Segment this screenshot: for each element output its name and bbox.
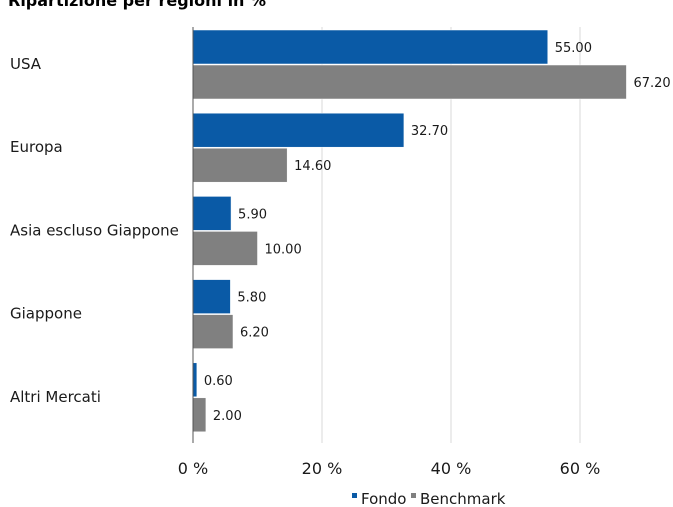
data-label: 55.00 — [555, 41, 592, 56]
bar-fondo — [192, 279, 231, 314]
bar-benchmark — [192, 64, 627, 100]
chart-title: Ripartizione per regioni in % — [8, 0, 267, 10]
data-label: 5.90 — [238, 207, 267, 222]
bar-fondo — [192, 29, 548, 65]
category-label: Altri Mercati — [10, 388, 101, 406]
data-label: 14.60 — [294, 159, 331, 174]
category-labels: USA Europa Asia escluso Giappone Giappone Al… — [10, 55, 179, 406]
x-tick-labels: 0 % 20 % 40 % 60 % — [178, 459, 601, 478]
x-tick-label: 40 % — [431, 459, 472, 478]
legend-label: Benchmark — [420, 490, 506, 507]
legend-swatch-benchmark — [411, 493, 416, 498]
legend: Fondo Benchmark — [352, 490, 506, 507]
legend-label: Fondo — [361, 490, 406, 507]
data-label: 10.00 — [265, 242, 302, 257]
bar-benchmark — [192, 397, 207, 433]
data-label: 32.70 — [411, 124, 448, 139]
x-tick-label: 0 % — [178, 459, 208, 478]
data-label: 0.60 — [204, 374, 233, 389]
bar-fondo — [192, 362, 198, 398]
category-label: Asia escluso Giappone — [10, 221, 179, 239]
bars — [192, 29, 627, 433]
bar-benchmark — [192, 147, 288, 183]
data-label: 67.20 — [633, 76, 670, 91]
data-labels: 55.00 67.20 32.70 14.60 5.90 10.00 5.80 6.20 0.6… — [204, 41, 671, 424]
legend-swatch-fondo — [352, 493, 357, 498]
category-label: Giappone — [10, 305, 82, 323]
category-label: USA — [10, 55, 42, 73]
data-label: 5.80 — [237, 291, 266, 306]
data-label: 6.20 — [240, 326, 269, 341]
x-tick-label: 20 % — [302, 459, 343, 478]
bar-fondo — [192, 196, 232, 231]
bar-benchmark — [192, 314, 234, 349]
bar-benchmark — [192, 231, 258, 266]
bar-fondo — [192, 112, 405, 148]
category-label: Europa — [10, 138, 63, 156]
x-tick-label: 60 % — [560, 459, 601, 478]
data-label: 2.00 — [213, 409, 242, 424]
